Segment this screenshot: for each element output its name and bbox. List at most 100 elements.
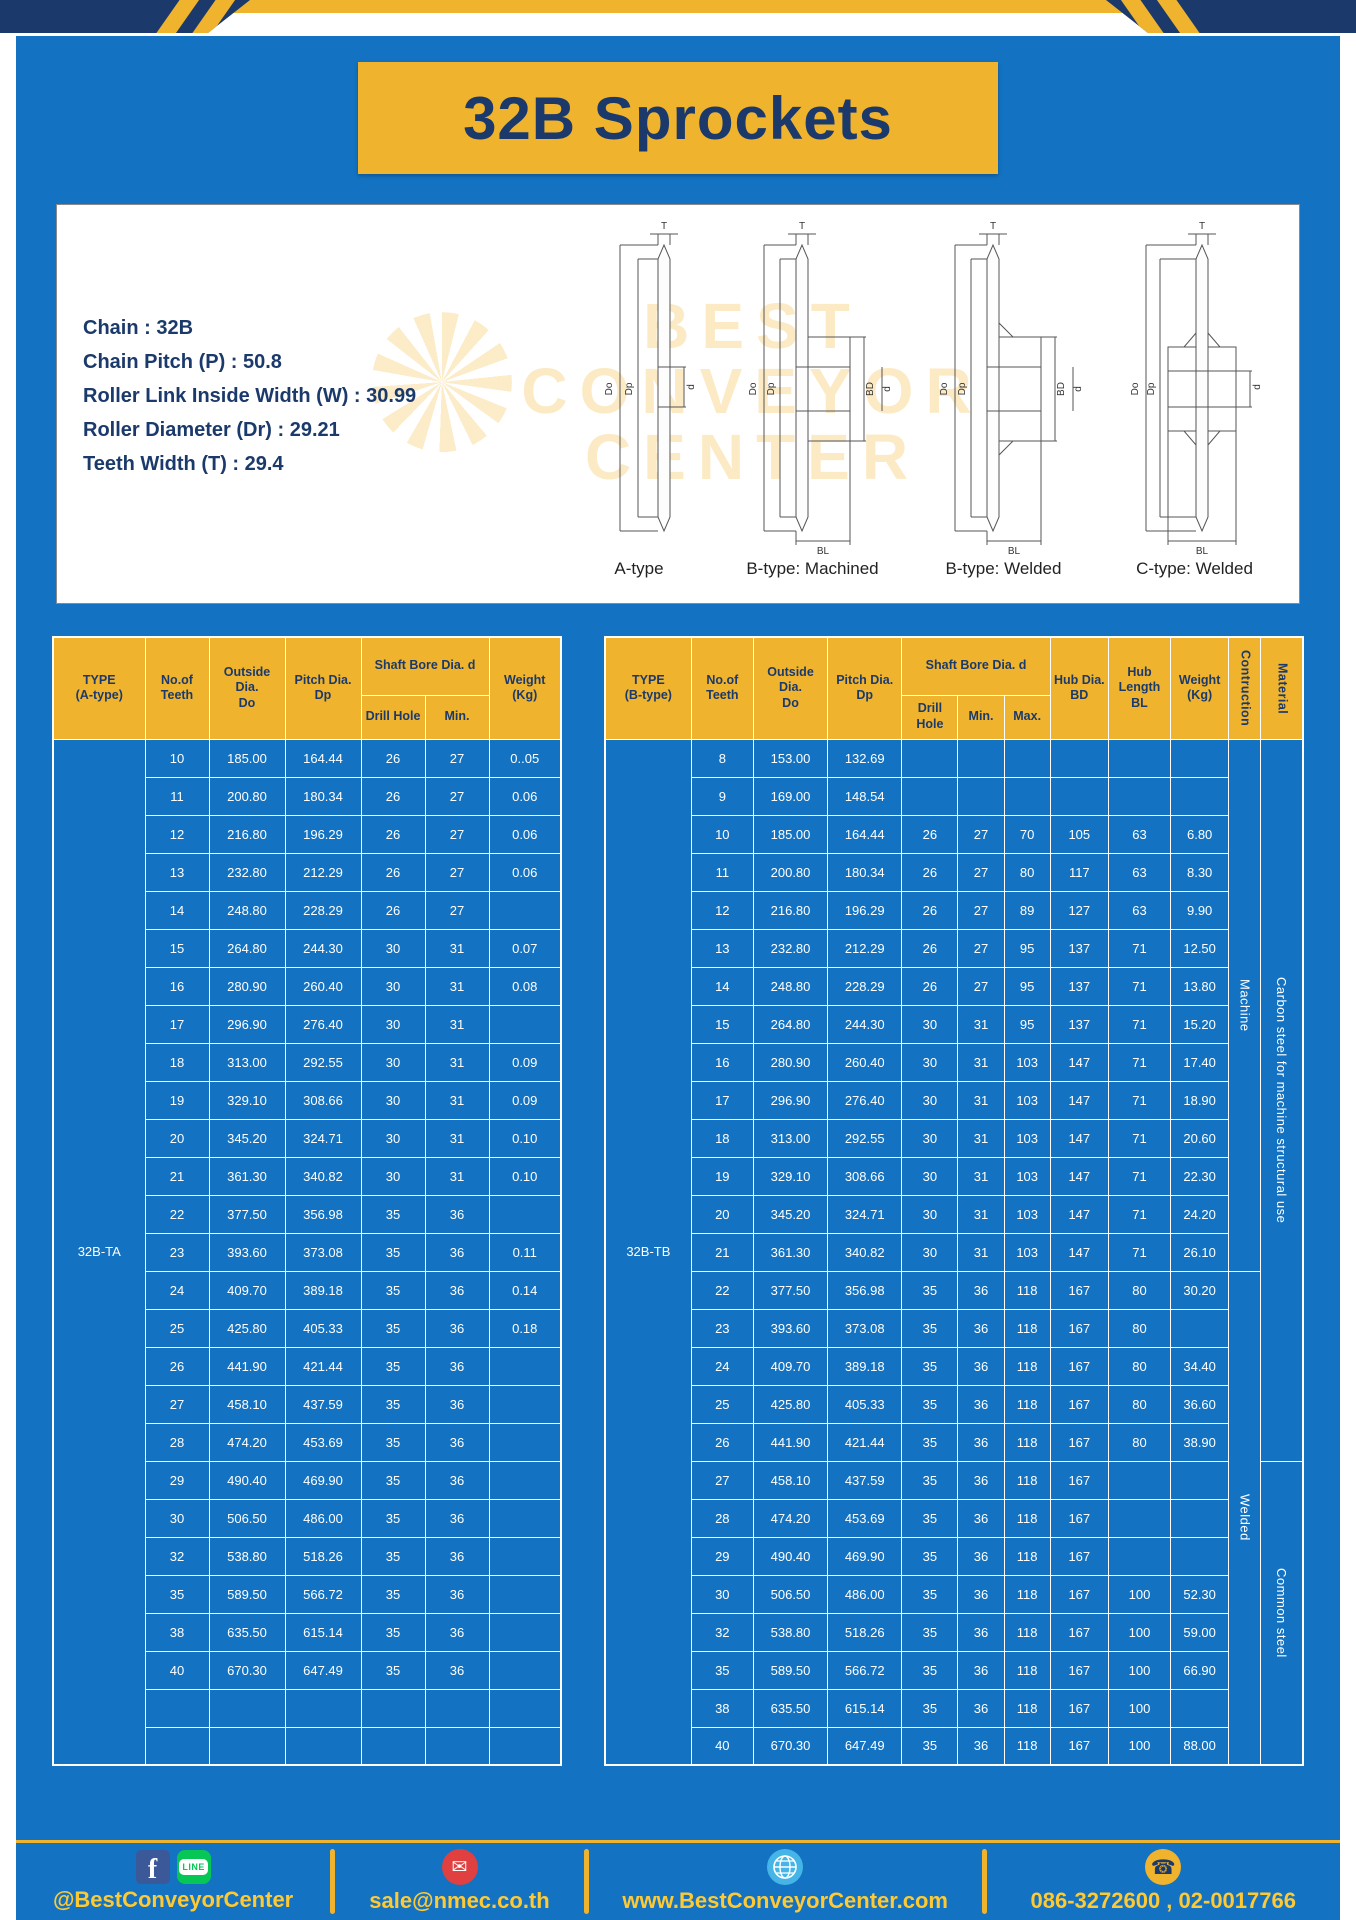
- table-cell: [488, 1726, 562, 1766]
- table-cell: 118: [1003, 1308, 1051, 1348]
- table-cell: 421.44: [827, 1422, 903, 1462]
- table-cell: 80: [1107, 1308, 1172, 1348]
- table-cell: 31: [957, 1042, 1005, 1082]
- table-cell: 180.34: [827, 852, 903, 892]
- table-cell: 373.08: [284, 1232, 362, 1272]
- table-cell: 280.90: [752, 1042, 829, 1082]
- table-cell: 9: [690, 776, 754, 816]
- table-cell: 393.60: [208, 1232, 286, 1272]
- table-cell: 167: [1049, 1650, 1109, 1690]
- table-cell: 345.20: [752, 1194, 829, 1234]
- table-cell: [1170, 776, 1230, 816]
- table-row: 18 313.00 292.55 30 31 0.09: [53, 1042, 562, 1082]
- table-cell: 30: [144, 1498, 210, 1538]
- table-cell: 393.60: [752, 1308, 829, 1348]
- table-row: 23 393.60 373.08 35 36 0.11: [53, 1232, 562, 1272]
- header-teeth: No.of Teeth: [690, 636, 754, 740]
- table-cell: 453.69: [284, 1422, 362, 1462]
- table-cell: 0.06: [488, 814, 562, 854]
- footer-website-text: www.BestConveyorCenter.com: [622, 1888, 948, 1913]
- table-cell: 36: [424, 1194, 490, 1234]
- table-cell: 31: [957, 1232, 1005, 1272]
- table-cell: 0.07: [488, 928, 562, 968]
- footer-social: f LINE @BestConveyorCenter: [16, 1843, 330, 1920]
- table-cell: 118: [1003, 1422, 1051, 1462]
- table-cell: 36: [957, 1346, 1005, 1386]
- sun-logo-icon: [371, 312, 512, 453]
- table-row: 10 185.00 164.44 26 27 70 105 63 6.80: [605, 814, 1303, 854]
- table-cell: [208, 1726, 286, 1766]
- table-cell: 36: [424, 1232, 490, 1272]
- table-cell: 441.90: [752, 1422, 829, 1462]
- table-cell: 30: [901, 1194, 959, 1234]
- table-a-body: 32B-TA 10 185.00 164.44 26 27 0..05 11 200.80 180…: [52, 738, 562, 1766]
- header-shaft-bore: Shaft Bore Dia. d: [901, 636, 1051, 696]
- table-cell: 35: [901, 1422, 959, 1462]
- table-cell: 23: [144, 1232, 210, 1272]
- table-cell: 36: [957, 1384, 1005, 1424]
- table-cell: 20: [144, 1118, 210, 1158]
- table-cell: 26: [360, 890, 426, 930]
- table-cell: 409.70: [208, 1270, 286, 1310]
- table-cell: 70: [1003, 814, 1051, 854]
- sprocket-figures: T Do Dp d A-type: [574, 219, 1277, 579]
- table-cell: 185.00: [752, 814, 829, 854]
- table-cell: 95: [1003, 966, 1051, 1006]
- table-cell: 276.40: [827, 1080, 903, 1120]
- corner-ribbon-right: [1106, 0, 1356, 33]
- table-cell: 0.06: [488, 852, 562, 892]
- table-cell: 0.14: [488, 1270, 562, 1310]
- table-cell: 405.33: [284, 1308, 362, 1348]
- dim-label-dp: Dp: [766, 382, 777, 395]
- table-cell: 8.30: [1170, 852, 1230, 892]
- table-cell: 12.50: [1170, 928, 1230, 968]
- table-cell: 361.30: [208, 1156, 286, 1196]
- table-cell: 308.66: [284, 1080, 362, 1120]
- table-cell: 26: [901, 966, 959, 1006]
- table-cell: 31: [424, 1156, 490, 1196]
- table-cell: 167: [1049, 1422, 1109, 1462]
- table-cell: 35: [901, 1270, 959, 1310]
- table-cell: 361.30: [752, 1232, 829, 1272]
- spec-line: Chain : 32B: [83, 317, 194, 339]
- table-cell: 52.30: [1170, 1574, 1230, 1614]
- table-cell: 147: [1049, 1156, 1109, 1196]
- table-cell: 0.09: [488, 1080, 562, 1120]
- table-cell: 12: [144, 814, 210, 854]
- figure-caption: C-type: Welded: [1136, 559, 1253, 578]
- table-cell: 103: [1003, 1156, 1051, 1196]
- table-row: 29 490.40 469.90 35 36 118 167: [605, 1536, 1303, 1576]
- table-cell: [1170, 1460, 1230, 1500]
- table-cell: 100: [1107, 1726, 1172, 1766]
- table-cell: 35: [360, 1270, 426, 1310]
- table-cell: 16: [690, 1042, 754, 1082]
- table-cell: 17: [690, 1080, 754, 1120]
- header-min: Min.: [957, 694, 1005, 740]
- table-cell: 30: [360, 1004, 426, 1044]
- table-cell: 23: [690, 1308, 754, 1348]
- table-cell: 11: [690, 852, 754, 892]
- table-cell: 38.90: [1170, 1422, 1230, 1462]
- table-cell: 35: [360, 1498, 426, 1538]
- table-cell: 35: [901, 1688, 959, 1728]
- table-cell: 31: [424, 1042, 490, 1082]
- table-cell: 31: [957, 1118, 1005, 1158]
- table-cell: 212.29: [284, 852, 362, 892]
- table-cell: [1107, 1460, 1172, 1500]
- table-row: 16 280.90 260.40 30 31 103 147 71 17.40: [605, 1042, 1303, 1082]
- table-cell: 276.40: [284, 1004, 362, 1044]
- table-cell: 63: [1107, 852, 1172, 892]
- table-cell: 32: [144, 1536, 210, 1576]
- table-cell: [957, 776, 1005, 816]
- table-row: 19 329.10 308.66 30 31 0.09: [53, 1080, 562, 1120]
- figure-caption: B-type: Welded: [945, 559, 1062, 578]
- table-cell: 31: [424, 1080, 490, 1120]
- table-cell: [488, 890, 562, 930]
- watermark-line: CENTER: [584, 420, 921, 493]
- table-cell: 27: [424, 814, 490, 854]
- table-cell: 20: [690, 1194, 754, 1234]
- table-cell: 36: [957, 1460, 1005, 1500]
- table-cell: [360, 1688, 426, 1728]
- table-cell: [144, 1688, 210, 1728]
- table-cell: 36: [957, 1498, 1005, 1538]
